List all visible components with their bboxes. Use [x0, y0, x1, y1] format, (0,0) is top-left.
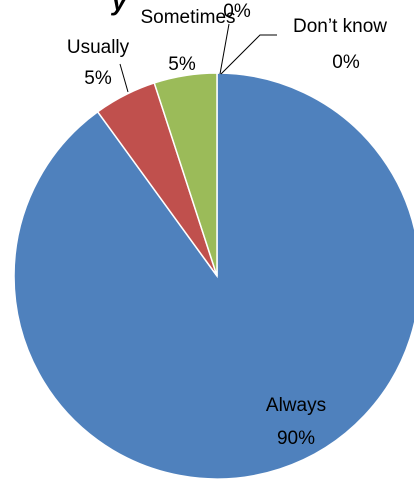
pie-slice-sometimes: [153, 72, 218, 277]
leader-line: [119, 63, 129, 93]
slice-percent-label: 90%: [277, 428, 315, 449]
slice-percent-label: 0%: [332, 52, 360, 73]
leader-lines: [119, 23, 277, 93]
pie-slices: [13, 72, 414, 480]
leader-line: [220, 34, 277, 75]
slice-category-label: Don’t know: [293, 16, 387, 37]
slice-category-label: Sometimes: [140, 7, 235, 28]
slice-percent-label: 0%: [223, 1, 251, 22]
pie-slice-always: [13, 72, 414, 480]
chart-title-fragment: y: [110, 0, 128, 16]
leader-line: [219, 23, 230, 75]
slice-percent-label: 5%: [168, 54, 196, 75]
slice-category-label: Usually: [67, 37, 130, 58]
slice-labels: Always 90% Usually 5% Sometimes 5% 0% Don’t kno…: [67, 1, 387, 449]
slice-percent-label: 5%: [84, 68, 112, 89]
slice-category-label: Always: [266, 395, 326, 416]
